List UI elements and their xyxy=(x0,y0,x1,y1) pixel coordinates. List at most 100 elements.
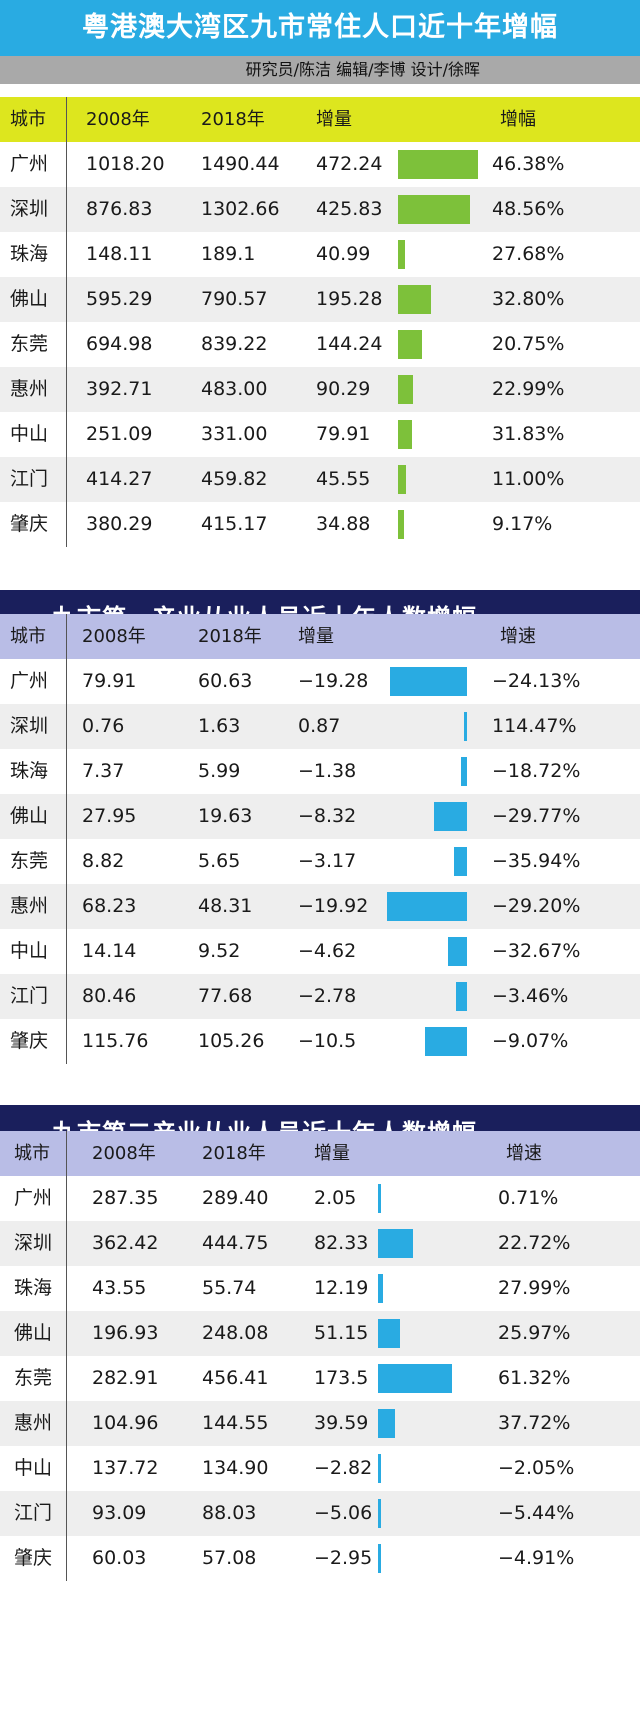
value-cell: 27.99% xyxy=(498,1277,571,1299)
value-cell: 27.95 xyxy=(82,805,137,827)
value-cell: 1490.44 xyxy=(201,153,280,175)
value-cell: −1.38 xyxy=(298,760,357,782)
value-cell: 248.08 xyxy=(202,1322,269,1344)
value-cell: −32.67% xyxy=(492,940,581,962)
table-header-row: 城市 2008年 2018年 增量 增速 xyxy=(0,1131,640,1176)
value-cell: 425.83 xyxy=(316,198,383,220)
value-cell: −8.32 xyxy=(298,805,357,827)
column-header: 2018年 xyxy=(198,626,262,647)
increment-bar xyxy=(448,937,467,966)
value-cell: −2.82 xyxy=(314,1457,373,1479)
table-row: 佛山 595.29 790.57 195.28 32.80% xyxy=(0,277,640,322)
table-row: 江门 414.27 459.82 45.55 11.00% xyxy=(0,457,640,502)
increment-bar xyxy=(398,510,404,539)
city-cell: 惠州 xyxy=(10,378,49,400)
city-cell: 佛山 xyxy=(10,805,49,827)
value-cell: 694.98 xyxy=(86,333,153,355)
value-cell: 60.03 xyxy=(92,1547,147,1569)
value-cell: 0.71% xyxy=(498,1187,559,1209)
value-cell: −9.07% xyxy=(492,1030,569,1052)
table-row: 中山 137.72 134.90 −2.82 −2.05% xyxy=(0,1446,640,1491)
value-cell: 115.76 xyxy=(82,1030,149,1052)
value-cell: 37.72% xyxy=(498,1412,571,1434)
city-cell: 中山 xyxy=(14,1457,53,1479)
increment-bar xyxy=(387,892,467,921)
value-cell: 11.00% xyxy=(492,468,565,490)
value-cell: 196.93 xyxy=(92,1322,159,1344)
value-cell: −18.72% xyxy=(492,760,581,782)
city-cell: 惠州 xyxy=(10,895,49,917)
value-cell: 456.41 xyxy=(202,1367,269,1389)
table-row: 肇庆 60.03 57.08 −2.95 −4.91% xyxy=(0,1536,640,1581)
table-row: 中山 251.09 331.00 79.91 31.83% xyxy=(0,412,640,457)
column-header: 增量 xyxy=(316,109,352,130)
city-cell: 广州 xyxy=(10,153,49,175)
column-divider xyxy=(66,1131,67,1581)
value-cell: −24.13% xyxy=(492,670,581,692)
column-header: 2018年 xyxy=(202,1143,266,1164)
column-header: 2008年 xyxy=(82,626,146,647)
increment-bar xyxy=(398,375,414,404)
value-cell: 68.23 xyxy=(82,895,137,917)
increment-bar xyxy=(398,150,478,179)
table-row: 惠州 392.71 483.00 90.29 22.99% xyxy=(0,367,640,412)
table-row: 江门 93.09 88.03 −5.06 −5.44% xyxy=(0,1491,640,1536)
column-header: 城市 xyxy=(10,626,46,647)
table-row: 惠州 68.23 48.31 −19.92 −29.20% xyxy=(0,884,640,929)
city-cell: 肇庆 xyxy=(14,1547,53,1569)
value-cell: 48.31 xyxy=(198,895,253,917)
column-divider xyxy=(66,614,67,1064)
value-cell: 8.82 xyxy=(82,850,125,872)
value-cell: 472.24 xyxy=(316,153,383,175)
table-row: 广州 1018.20 1490.44 472.24 46.38% xyxy=(0,142,640,187)
value-cell: 380.29 xyxy=(86,513,153,535)
value-cell: 40.99 xyxy=(316,243,371,265)
value-cell: 93.09 xyxy=(92,1502,147,1524)
increment-bar xyxy=(378,1274,384,1303)
value-cell: 415.17 xyxy=(201,513,268,535)
increment-bar xyxy=(378,1364,452,1393)
increment-bar xyxy=(455,982,467,1011)
value-cell: −2.05% xyxy=(498,1457,575,1479)
value-cell: 1.63 xyxy=(198,715,241,737)
increment-bar xyxy=(378,1184,381,1213)
value-cell: 1302.66 xyxy=(201,198,280,220)
value-cell: 43.55 xyxy=(92,1277,147,1299)
value-cell: 444.75 xyxy=(202,1232,269,1254)
column-header: 城市 xyxy=(10,109,46,130)
value-cell: −29.20% xyxy=(492,895,581,917)
value-cell: 25.97% xyxy=(498,1322,571,1344)
table-row: 肇庆 115.76 105.26 −10.5 −9.07% xyxy=(0,1019,640,1064)
value-cell: 392.71 xyxy=(86,378,153,400)
value-cell: 362.42 xyxy=(92,1232,159,1254)
increment-bar xyxy=(378,1499,381,1528)
value-cell: −4.91% xyxy=(498,1547,575,1569)
table-row: 肇庆 380.29 415.17 34.88 9.17% xyxy=(0,502,640,547)
value-cell: 48.56% xyxy=(492,198,565,220)
value-cell: 79.91 xyxy=(316,423,371,445)
column-header: 增速 xyxy=(500,626,536,647)
city-cell: 珠海 xyxy=(10,243,49,265)
table-row: 惠州 104.96 144.55 39.59 37.72% xyxy=(0,1401,640,1446)
value-cell: 0.87 xyxy=(298,715,341,737)
table-row: 东莞 694.98 839.22 144.24 20.75% xyxy=(0,322,640,367)
city-cell: 江门 xyxy=(10,468,49,490)
increment-bar xyxy=(398,330,423,359)
table-header-row: 城市 2008年 2018年 增量 增幅 xyxy=(0,97,640,142)
value-cell: 134.90 xyxy=(202,1457,269,1479)
column-header: 2008年 xyxy=(92,1143,156,1164)
value-cell: 46.38% xyxy=(492,153,565,175)
city-cell: 东莞 xyxy=(10,333,49,355)
value-cell: 19.63 xyxy=(198,805,253,827)
value-cell: 189.1 xyxy=(201,243,256,265)
value-cell: 39.59 xyxy=(314,1412,369,1434)
increment-bar xyxy=(398,195,471,224)
value-cell: 148.11 xyxy=(86,243,153,265)
increment-bar xyxy=(398,240,405,269)
city-cell: 肇庆 xyxy=(10,513,49,535)
table-row: 广州 287.35 289.40 2.05 0.71% xyxy=(0,1176,640,1221)
city-cell: 深圳 xyxy=(14,1232,53,1254)
value-cell: 0.76 xyxy=(82,715,125,737)
city-cell: 东莞 xyxy=(10,850,49,872)
increment-bar xyxy=(463,712,467,741)
